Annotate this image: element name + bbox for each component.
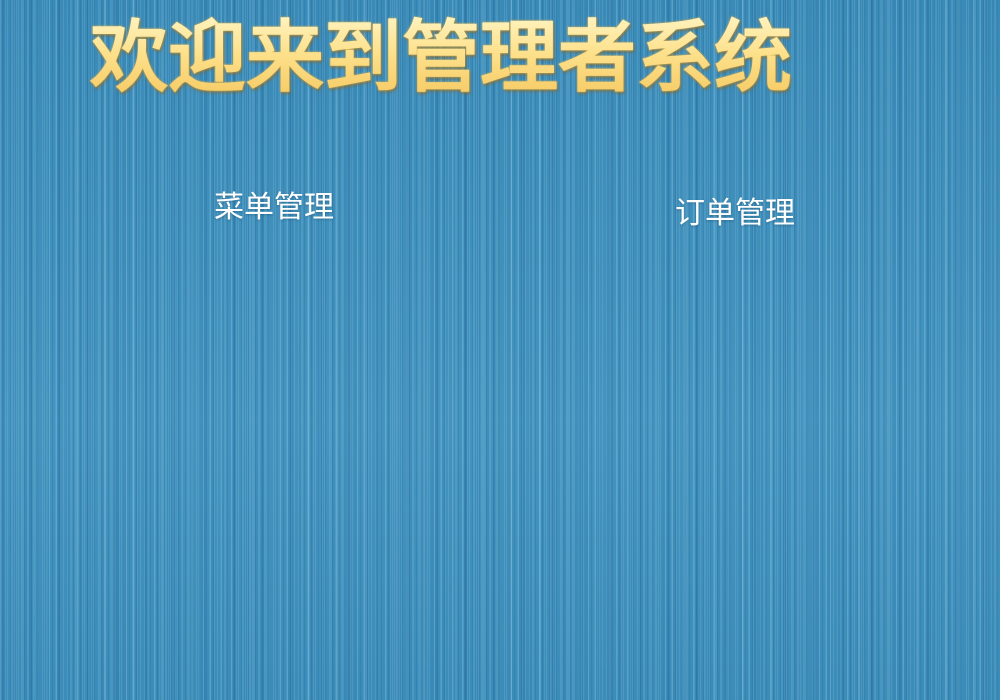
page-title: 欢迎来到管理者系统	[90, 15, 940, 102]
menu-management-link[interactable]: 菜单管理	[214, 190, 334, 225]
order-management-link[interactable]: 订单管理	[675, 196, 795, 231]
